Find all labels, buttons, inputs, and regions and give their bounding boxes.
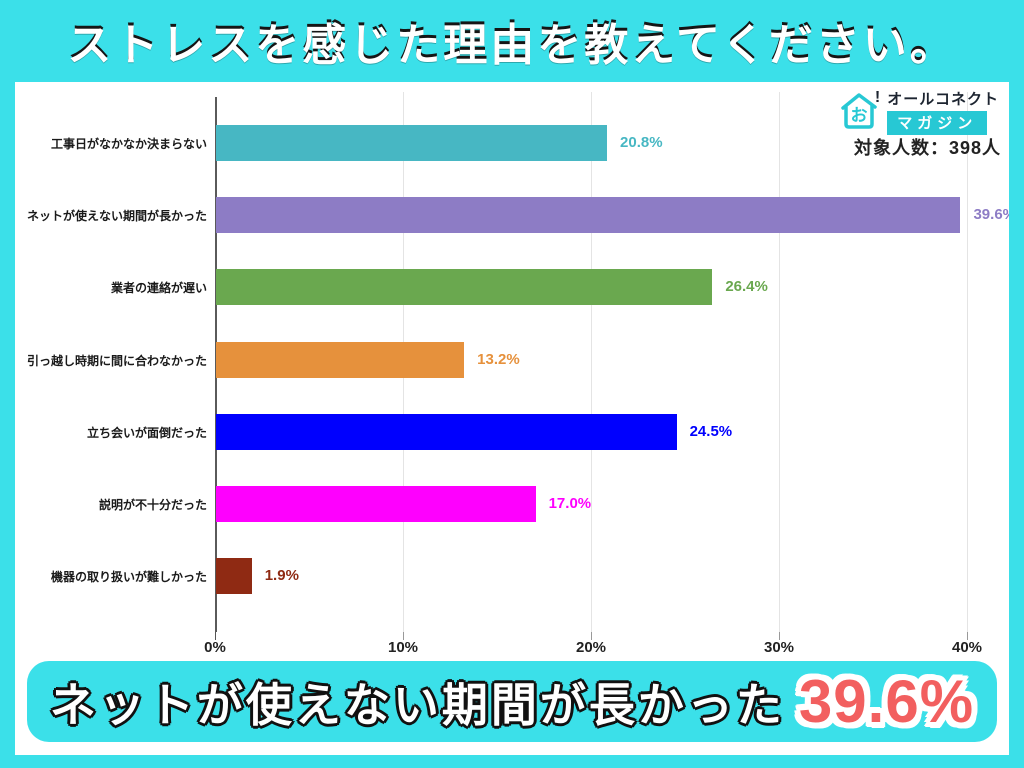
bar	[216, 558, 252, 594]
bar-value-label: 1.9%	[264, 567, 299, 584]
x-gridline	[967, 92, 968, 632]
bar	[216, 486, 536, 522]
x-tick-mark	[779, 632, 780, 640]
bar	[216, 197, 961, 233]
bar-chart: 0% 10% 20% 30% 40% 工事日がなかなか決まらない 20.8% ネットが使えない…	[15, 82, 1009, 755]
category-label: 立ち会いが面倒だった	[86, 425, 207, 440]
brand-texts: オールコネクト マガジン	[887, 88, 999, 135]
title-band: ストレスを感じた理由を教えてください。	[0, 0, 1024, 82]
svg-text:お: お	[851, 106, 868, 125]
bar	[216, 414, 677, 450]
page-title: ストレスを感じた理由を教えてください。	[67, 21, 957, 70]
x-gridline	[779, 92, 780, 632]
bar-value-label: 26.4%	[725, 278, 768, 295]
bar-value-label: 20.8%	[620, 134, 663, 151]
category-label: 説明が不十分だった	[98, 497, 207, 512]
x-tick-mark	[403, 632, 404, 640]
house-icon: お !	[841, 89, 880, 129]
bar	[216, 125, 608, 161]
bar-value-label: 13.2%	[477, 351, 520, 368]
brand-magazine-chip: マガジン	[887, 111, 988, 135]
x-tick-label: 20%	[575, 639, 607, 656]
banner-text: ネットが使えない期間が長かった	[49, 678, 785, 731]
x-tick-mark	[591, 632, 592, 640]
x-tick-mark	[215, 632, 216, 640]
bar-value-label: 39.6%	[973, 206, 1009, 223]
category-label: ネットが使えない期間が長かった	[26, 208, 207, 223]
svg-text:!: !	[875, 89, 880, 106]
sample-size-label: 対象人数：398人	[853, 138, 1001, 158]
x-gridline	[591, 92, 592, 632]
banner-value: 39.6%	[798, 668, 975, 735]
x-tick-label: 10%	[387, 639, 419, 656]
bar	[216, 269, 713, 305]
bar-value-label: 24.5%	[689, 423, 733, 440]
brand-name: オールコネクト	[887, 91, 999, 108]
chart-card: お ! オールコネクト マガジン 対象人数：398人 0% 10% 20% 30% 40…	[15, 82, 1009, 755]
x-tick-label: 0%	[204, 639, 226, 656]
bar-value-label: 17.0%	[548, 495, 592, 512]
x-tick-mark	[967, 632, 968, 640]
highlight-banner: ネットが使えない期間が長かった 39.6%	[27, 661, 997, 742]
x-tick-label: 40%	[951, 639, 983, 656]
category-label: 業者の連絡が遅い	[110, 280, 207, 295]
category-label: 機器の取り扱いが難しかった	[50, 569, 207, 584]
category-label: 工事日がなかなか決まらない	[50, 136, 207, 151]
bar	[216, 342, 465, 378]
x-tick-label: 30%	[763, 639, 795, 656]
brand-logo: お ! オールコネクト マガジン	[839, 88, 999, 135]
category-label: 引っ越し時期に間に合わなかった	[26, 353, 207, 368]
